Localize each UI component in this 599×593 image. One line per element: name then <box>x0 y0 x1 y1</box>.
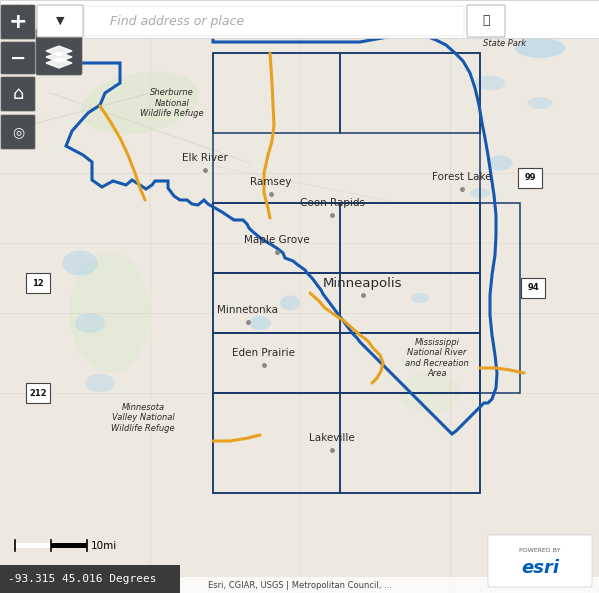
Ellipse shape <box>488 155 513 171</box>
FancyBboxPatch shape <box>521 278 545 298</box>
Text: 10mi: 10mi <box>91 541 117 551</box>
Text: +: + <box>9 12 28 32</box>
FancyBboxPatch shape <box>36 29 82 75</box>
Text: Find address or place: Find address or place <box>110 14 244 27</box>
Bar <box>15 543 87 548</box>
Text: ⌂: ⌂ <box>13 85 24 103</box>
Text: Ramsey: Ramsey <box>250 177 292 187</box>
Ellipse shape <box>411 293 429 303</box>
Text: Minneapolis: Minneapolis <box>323 276 403 289</box>
Polygon shape <box>46 46 72 56</box>
Text: 99: 99 <box>524 174 536 183</box>
Text: Elk River: Elk River <box>182 153 228 163</box>
Ellipse shape <box>280 295 300 311</box>
Ellipse shape <box>75 313 105 333</box>
Text: Coon Rapids: Coon Rapids <box>300 198 365 208</box>
Text: esri: esri <box>521 559 559 577</box>
Text: Minnetonka: Minnetonka <box>217 305 279 315</box>
Text: −: − <box>10 49 26 68</box>
Bar <box>0 577 599 593</box>
Text: Sherburne
National
Wildlife Refuge: Sherburne National Wildlife Refuge <box>140 88 204 118</box>
Polygon shape <box>46 52 72 62</box>
Text: Minnesota
Valley National
Wildlife Refuge: Minnesota Valley National Wildlife Refug… <box>111 403 175 433</box>
Text: ≡ cloud: ≡ cloud <box>5 4 32 10</box>
Text: ◎: ◎ <box>12 125 24 139</box>
Text: -93.315 45.016 Degrees: -93.315 45.016 Degrees <box>8 574 156 584</box>
Text: Mississippi
National River
and Recreation
Area: Mississippi National River and Recreatio… <box>405 338 469 378</box>
Ellipse shape <box>400 373 460 413</box>
Text: POWERED BY: POWERED BY <box>519 549 561 553</box>
Ellipse shape <box>81 72 199 135</box>
Text: ▼: ▼ <box>56 16 64 26</box>
FancyBboxPatch shape <box>1 42 35 74</box>
Ellipse shape <box>528 97 552 109</box>
Polygon shape <box>46 58 72 68</box>
Ellipse shape <box>470 188 490 198</box>
Bar <box>0 0 599 38</box>
Text: 94: 94 <box>527 283 539 292</box>
Text: Forest Lake: Forest Lake <box>432 172 492 182</box>
Bar <box>0 565 180 593</box>
FancyBboxPatch shape <box>1 5 35 39</box>
Text: Eden Prairie: Eden Prairie <box>232 348 295 358</box>
Bar <box>84 6 464 36</box>
Text: 12: 12 <box>32 279 44 288</box>
Text: Esri, CGIAR, USGS | Metropolitan Council, ...: Esri, CGIAR, USGS | Metropolitan Council… <box>208 581 392 589</box>
Ellipse shape <box>515 38 565 58</box>
Ellipse shape <box>85 374 115 392</box>
FancyBboxPatch shape <box>26 383 50 403</box>
Ellipse shape <box>70 253 150 373</box>
Ellipse shape <box>62 250 98 276</box>
Text: Lakeville: Lakeville <box>309 433 355 443</box>
FancyBboxPatch shape <box>1 115 35 149</box>
Text: 212: 212 <box>29 388 47 397</box>
Text: Wild River
State Park: Wild River State Park <box>483 28 527 47</box>
Text: 🔍: 🔍 <box>482 14 490 27</box>
Text: Maple Grove: Maple Grove <box>244 235 310 245</box>
FancyBboxPatch shape <box>518 168 542 188</box>
FancyBboxPatch shape <box>37 5 83 37</box>
Ellipse shape <box>475 75 505 91</box>
FancyBboxPatch shape <box>26 273 50 293</box>
Ellipse shape <box>249 316 271 330</box>
Bar <box>15 543 51 548</box>
FancyBboxPatch shape <box>1 77 35 111</box>
FancyBboxPatch shape <box>467 5 505 37</box>
FancyBboxPatch shape <box>488 535 592 587</box>
